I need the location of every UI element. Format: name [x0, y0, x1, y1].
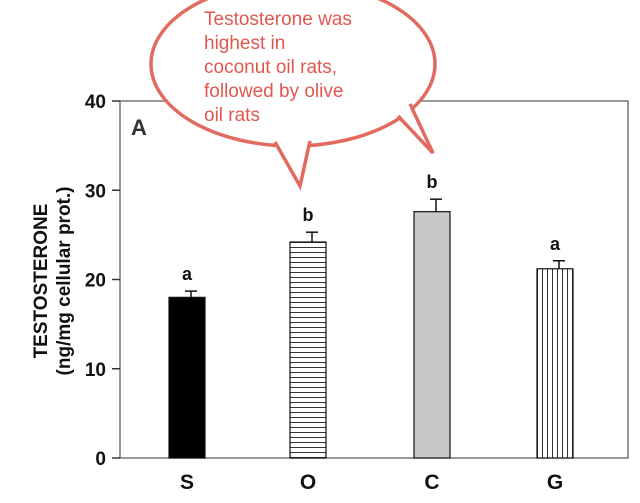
bar-S	[168, 296, 206, 459]
callout-pointer-right	[396, 103, 435, 155]
callout-text-line: coconut oil rats,	[204, 57, 337, 78]
y-tick-label: 30	[85, 181, 106, 202]
callout-bubble: Testosterone was highest in coconut oil ra…	[149, 0, 437, 191]
y-axis-label-line2: (ng/mg cellular prot.)	[54, 187, 75, 376]
bars: a Sb Ob Ca G	[168, 172, 574, 494]
y-tick-label: 40	[85, 92, 106, 113]
x-category-label-C: C	[424, 471, 439, 494]
panel-label: A	[131, 115, 147, 140]
bar-G	[536, 268, 574, 459]
significance-label-G: a	[550, 234, 561, 254]
x-category-label-O: O	[300, 471, 316, 494]
callout-text-line: highest in	[204, 33, 285, 54]
callout-text-line: Testosterone was	[204, 9, 352, 30]
significance-label-O: b	[303, 205, 314, 225]
significance-label-C: b	[427, 172, 438, 192]
y-ticks: 0 10 20 30 40	[85, 92, 120, 470]
significance-label-S: a	[182, 264, 193, 284]
y-axis-label-line1: TESTOSTERONE	[31, 204, 52, 359]
x-category-label-G: G	[547, 471, 563, 494]
bar-C	[413, 211, 451, 459]
callout-text-line: oil rats	[204, 105, 260, 126]
x-category-label-S: S	[180, 471, 194, 494]
y-tick-label: 0	[95, 449, 106, 470]
y-tick-label: 10	[85, 360, 106, 381]
callout-pointer-left	[273, 140, 312, 191]
bar-O	[289, 241, 327, 459]
callout-text-line: followed by olive	[204, 81, 343, 102]
y-tick-label: 20	[85, 271, 106, 292]
